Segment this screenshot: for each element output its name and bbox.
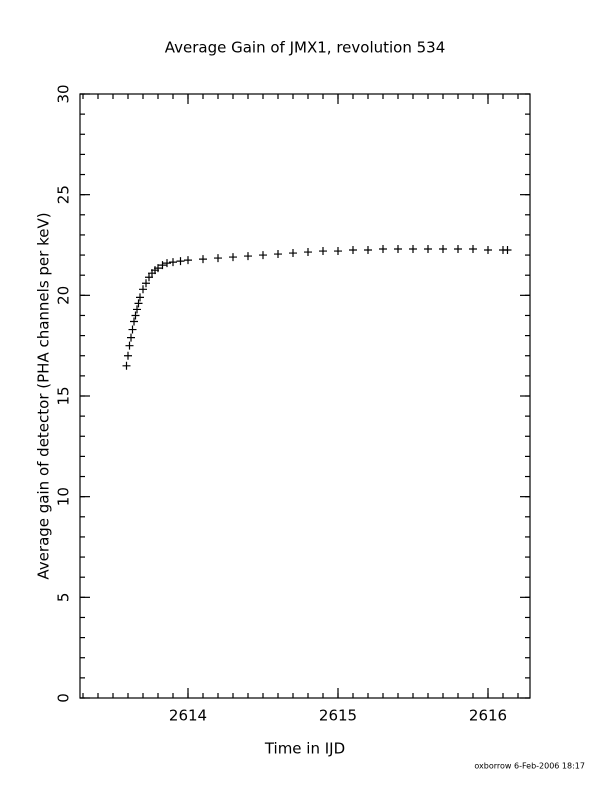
data-point	[274, 250, 282, 259]
data-point	[229, 253, 237, 262]
y-tick-label: 20	[55, 286, 73, 305]
y-tick-label: 10	[55, 487, 73, 506]
x-tick-label: 2615	[319, 707, 357, 725]
chart-title: Average Gain of JMX1, revolution 534	[165, 39, 446, 57]
data-point	[289, 249, 297, 258]
data-point	[334, 247, 342, 256]
y-tick-label: 5	[55, 593, 73, 603]
data-point	[130, 317, 138, 326]
data-point	[142, 279, 150, 288]
data-point	[214, 254, 222, 263]
data-point	[154, 264, 162, 273]
data-point	[394, 245, 402, 254]
data-point	[503, 246, 512, 255]
y-tick-label: 0	[55, 693, 73, 703]
data-point	[127, 333, 135, 342]
data-point	[439, 245, 447, 254]
data-point	[139, 285, 147, 294]
data-point	[163, 259, 171, 268]
y-axis-label: Average gain of detector (PHA channels p…	[35, 212, 53, 579]
data-point	[128, 325, 137, 334]
x-axis-label: Time in IJD	[264, 740, 345, 758]
data-point	[469, 245, 477, 254]
data-point	[319, 247, 327, 256]
data-point	[158, 261, 167, 270]
data-point	[134, 299, 143, 308]
data-point	[349, 246, 357, 255]
data-point	[125, 341, 134, 350]
data-point	[304, 248, 312, 257]
data-point	[379, 245, 387, 254]
data-point	[131, 311, 140, 320]
y-tick-label: 15	[55, 386, 73, 405]
data-point	[454, 245, 462, 254]
y-tick-label: 30	[55, 84, 73, 103]
data-point	[244, 252, 252, 261]
data-point	[169, 258, 177, 267]
data-point	[133, 305, 141, 314]
x-tick-label: 2614	[169, 707, 207, 725]
data-point	[145, 273, 153, 282]
data-point	[136, 293, 144, 302]
x-tick-label: 2616	[469, 707, 507, 725]
data-point	[484, 246, 492, 255]
data-point	[122, 361, 131, 370]
y-tick-label: 25	[55, 185, 73, 204]
data-point	[424, 245, 432, 254]
data-point	[176, 257, 185, 266]
data-point	[199, 255, 207, 264]
data-point	[124, 351, 132, 360]
footer: oxborrow 6-Feb-2006 18:17	[474, 762, 585, 771]
data-point	[409, 245, 417, 254]
data-point	[259, 251, 267, 260]
plot-frame	[79, 93, 531, 699]
data-point	[184, 256, 192, 265]
data-point	[364, 246, 372, 255]
